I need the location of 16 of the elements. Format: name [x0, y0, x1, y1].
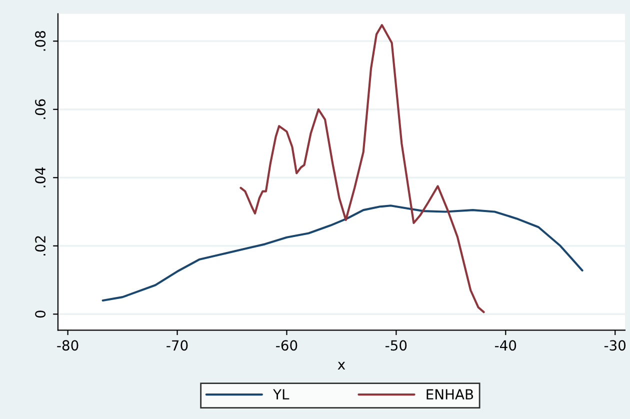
- x-tick-label: -80: [57, 340, 78, 351]
- x-tick-label: -50: [386, 340, 407, 351]
- y-tick-label: .04: [35, 167, 46, 188]
- x-tick-label: -40: [494, 340, 516, 351]
- x-axis-title: x: [338, 362, 346, 370]
- x-tick-label: -60: [276, 340, 298, 351]
- y-tick-label: .06: [35, 99, 46, 119]
- y-tick-label: .02: [35, 236, 46, 256]
- x-tick-label: -30: [604, 340, 626, 351]
- legend-label: ENHAB: [426, 389, 474, 400]
- line-series: [240, 24, 485, 314]
- y-tick-label: .08: [35, 31, 46, 51]
- line-series: [102, 204, 584, 302]
- legend-label: YL: [273, 389, 290, 400]
- x-tick-label: -70: [166, 340, 188, 351]
- y-tick-label: 0: [35, 310, 46, 318]
